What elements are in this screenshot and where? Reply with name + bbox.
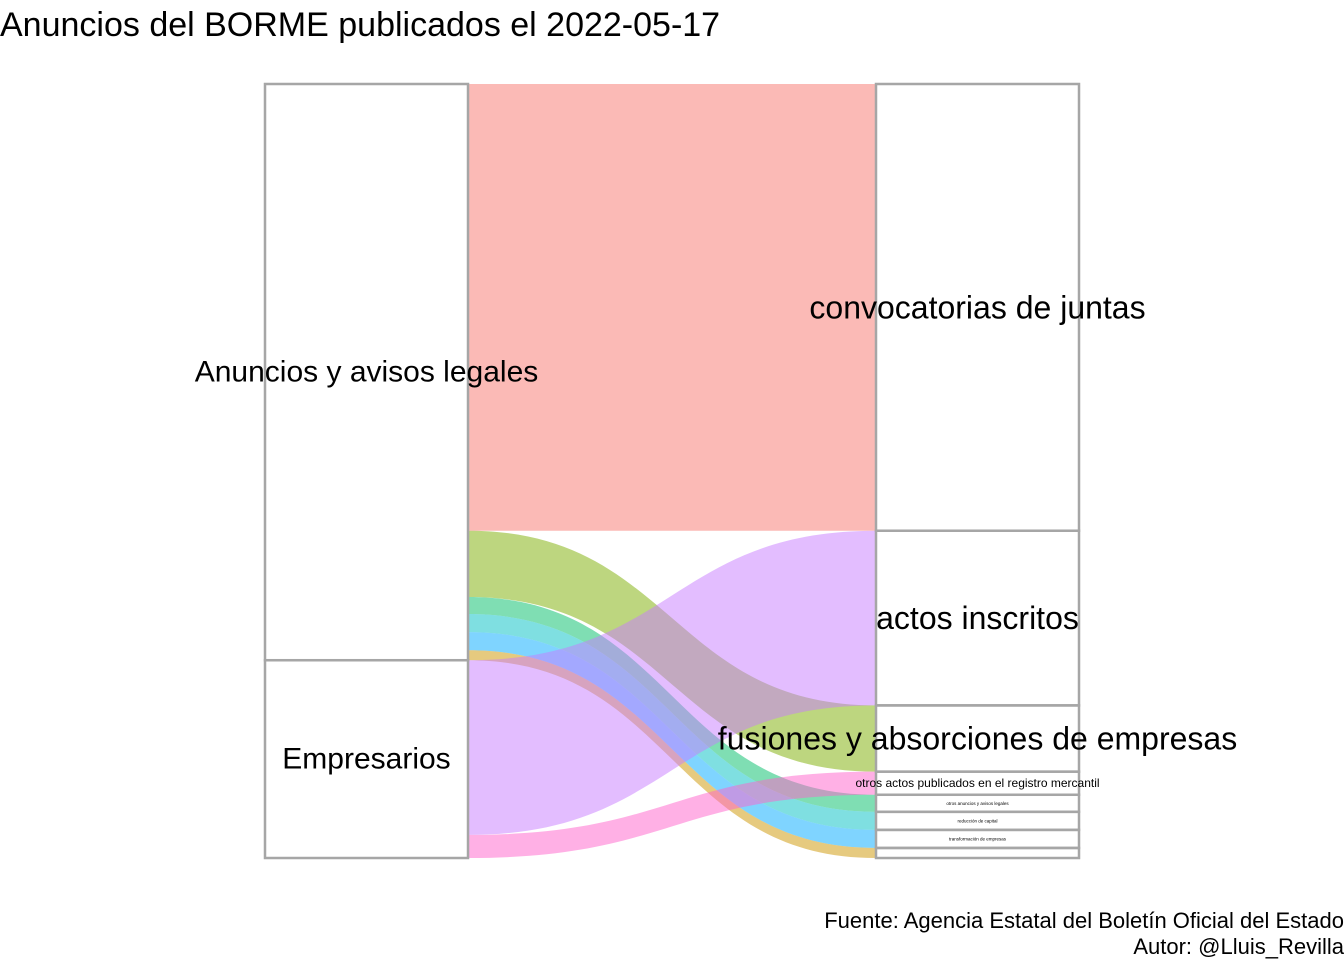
nodes-layer [263, 82, 1081, 860]
right-node-label-otros-anuncios-y-avisos-legales: otros anuncios y avisos legales [946, 801, 1009, 806]
right-node-label-otros-actos-publicados-en-el-registro-mercantil: otros actos publicados en el registro me… [855, 776, 1099, 790]
labels-layer: Anuncios y avisos legales Empresarios conv… [195, 289, 1237, 841]
right-node-label-reduccion-de-capital: reducción de capital [957, 818, 997, 823]
left-node-empresarios [263, 658, 470, 860]
right-node-label-fusiones-y-absorciones-de-empresas: fusiones y absorciones de empresas [718, 721, 1237, 757]
flow-anuncios-y-avisos-legales-to-convocatorias-de-juntas [468, 84, 876, 531]
flows-layer [468, 84, 876, 858]
author-caption: Autor: @Lluis_Revilla [1133, 934, 1344, 959]
left-node-label-empresarios: Empresarios [282, 743, 450, 776]
right-node-label-transformacion-de-empresas: transformación de empresas [949, 836, 1007, 841]
flow-empresarios-to-actos-inscritos [468, 530, 876, 835]
source-caption: Fuente: Agencia Estatal del Boletín Ofic… [824, 908, 1344, 933]
left-node-label-anuncios-y-avisos-legales: Anuncios y avisos legales [195, 356, 539, 389]
chart-title: Anuncios del BORME publicados el 2022-05… [0, 6, 721, 44]
flow-empresarios-to-otros-actos-publicados-en-el-registro-mercantil [468, 771, 876, 858]
right-node-unlabeled [874, 846, 1081, 860]
right-node-label-actos-inscritos: actos inscritos [876, 600, 1079, 636]
right-node-label-convocatorias-de-juntas: convocatorias de juntas [809, 289, 1145, 325]
